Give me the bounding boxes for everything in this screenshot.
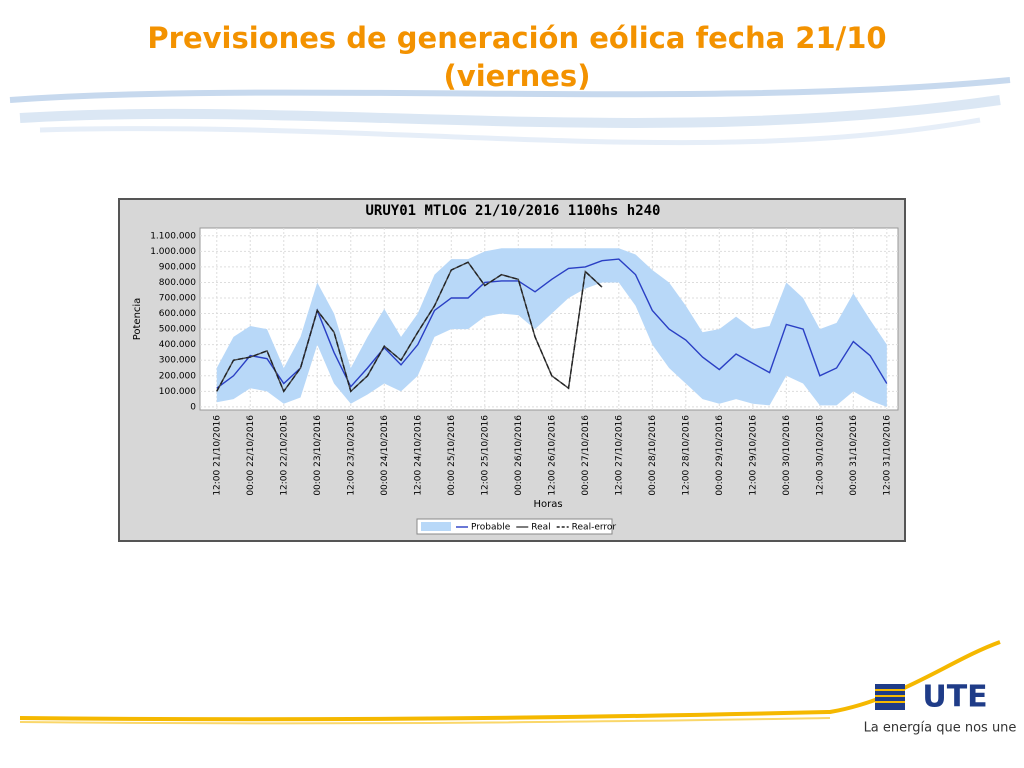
x-tick-label: 00:00 25/10/2016 <box>447 415 457 496</box>
y-tick-label: 600.000 <box>159 309 196 319</box>
x-tick-label: 12:00 21/10/2016 <box>212 415 222 496</box>
x-axis-label: Horas <box>533 499 562 510</box>
x-tick-label: 12:00 25/10/2016 <box>480 415 490 496</box>
y-tick-label: 400.000 <box>159 340 196 350</box>
y-tick-label: 0 <box>190 402 196 412</box>
x-tick-label: 00:00 22/10/2016 <box>246 415 256 496</box>
y-tick-label: 800.000 <box>159 278 196 288</box>
y-tick-label: 100.000 <box>159 387 196 397</box>
y-tick-label: 700.000 <box>159 294 196 304</box>
x-tick-label: 12:00 31/10/2016 <box>882 415 892 496</box>
confidence-band <box>216 248 887 407</box>
y-tick-label: 500.000 <box>159 325 196 335</box>
x-tick-label: 12:00 26/10/2016 <box>547 415 557 496</box>
y-tick-label: 200.000 <box>159 371 196 381</box>
x-tick-label: 12:00 30/10/2016 <box>815 415 825 496</box>
x-tick-label: 00:00 24/10/2016 <box>380 415 390 496</box>
series-line <box>216 261 603 393</box>
x-tick-label: 12:00 22/10/2016 <box>279 415 289 496</box>
x-tick-label: 00:00 26/10/2016 <box>514 415 524 496</box>
legend-label: Real-error <box>572 523 617 533</box>
x-tick-label: 00:00 28/10/2016 <box>648 415 658 496</box>
y-tick-label: 1.000.000 <box>150 247 196 257</box>
legend-label: Real <box>531 523 550 533</box>
logo-tagline: La energía que nos une <box>864 721 1017 736</box>
logo: UTE La energía que nos une <box>864 680 1017 736</box>
y-tick-label: 1.100.000 <box>150 231 196 241</box>
x-tick-label: 12:00 23/10/2016 <box>346 415 356 496</box>
x-tick-label: 12:00 27/10/2016 <box>614 415 624 496</box>
x-tick-label: 12:00 24/10/2016 <box>413 415 423 496</box>
legend <box>416 518 613 535</box>
chart-title: URUY01 MTLOG 21/10/2016 1100hs h240 <box>365 203 660 219</box>
x-tick-label: 00:00 27/10/2016 <box>581 415 591 496</box>
decoration <box>9 77 1011 725</box>
series-line <box>216 258 888 389</box>
x-tick-label: 00:00 31/10/2016 <box>849 415 859 496</box>
slide-title: Previsiones de generación eólica fecha 2… <box>147 21 886 55</box>
slide-title: (viernes) <box>444 59 591 93</box>
y-tick-label: 900.000 <box>159 262 196 272</box>
logo-text: UTE <box>922 680 987 715</box>
x-tick-label: 00:00 30/10/2016 <box>782 415 792 496</box>
y-axis-label: Potencia <box>132 298 143 341</box>
legend-label: Probable <box>471 523 511 533</box>
x-tick-label: 12:00 28/10/2016 <box>681 415 691 496</box>
x-tick-label: 12:00 29/10/2016 <box>748 415 758 496</box>
x-tick-label: 00:00 29/10/2016 <box>715 415 725 496</box>
legend-swatch <box>421 522 451 531</box>
y-tick-label: 300.000 <box>159 356 196 366</box>
x-tick-label: 00:00 23/10/2016 <box>313 415 323 496</box>
